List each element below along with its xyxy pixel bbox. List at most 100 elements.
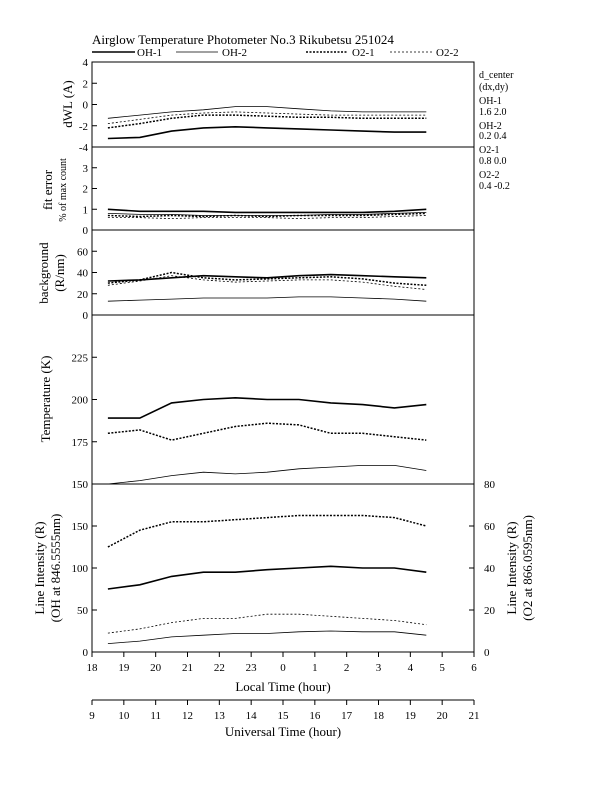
ut-xtick-label: 20 bbox=[437, 710, 449, 722]
fit-error-ytick-label: 3 bbox=[83, 163, 89, 175]
dwl-series-oh-1 bbox=[107, 125, 427, 140]
dwl-series-oh-2 bbox=[107, 106, 427, 119]
local-xtick-label: 23 bbox=[246, 662, 258, 674]
ut-xtick-label: 17 bbox=[341, 710, 353, 722]
o21-label: O2-1 bbox=[479, 145, 500, 156]
temperature-ytick-label: 175 bbox=[72, 437, 89, 449]
fit-error-ytick-label: 1 bbox=[83, 204, 89, 216]
dwl-panel-frame bbox=[91, 61, 475, 148]
ut-xtick-label: 10 bbox=[118, 710, 130, 722]
local-xtick-label: 6 bbox=[471, 662, 477, 674]
background-ytick-label: 0 bbox=[83, 310, 89, 322]
temperature-ytick-label: 200 bbox=[72, 395, 89, 407]
intensity-series-oh-2 bbox=[107, 630, 427, 644]
x-tick-layer: 18 9 19 10 20 11 21 12 22 13 23 14 0 15 1 16 2 17 3 18 4 19 5 2… bbox=[87, 652, 480, 722]
legend-label-o22: O2-2 bbox=[436, 47, 459, 59]
local-xtick-label: 0 bbox=[280, 662, 286, 674]
intensity-ytick-label: 0 bbox=[83, 647, 89, 659]
local-xtick-label: 4 bbox=[408, 662, 414, 674]
ut-xtick-label: 19 bbox=[405, 710, 417, 722]
local-xtick-label: 5 bbox=[439, 662, 445, 674]
figure-title: Airglow Temperature Photometer No.3 Riku… bbox=[92, 32, 394, 47]
temperature-series-o2-1 bbox=[107, 422, 427, 441]
intensity-right-ytick-label: 0 bbox=[484, 647, 490, 659]
oh1-value: 1.6 2.0 bbox=[479, 107, 507, 118]
intensity-ylabel2: (OH at 846.5555nm) bbox=[48, 514, 63, 623]
background-ylabel2: (R/nm) bbox=[52, 254, 67, 292]
dwl-series-o2-1 bbox=[107, 114, 427, 129]
background-ytick-label: 20 bbox=[77, 289, 89, 301]
o22-label: O2-2 bbox=[479, 170, 500, 181]
oh2-label: OH-2 bbox=[479, 121, 502, 132]
local-time-label: Local Time (hour) bbox=[235, 679, 330, 694]
oh2-value: 0.2 0.4 bbox=[479, 131, 507, 142]
universal-time-label: Universal Time (hour) bbox=[225, 724, 341, 739]
background-series-oh-1 bbox=[107, 273, 427, 282]
legend: OH-1 OH-2 O2-1 O2-2 bbox=[92, 47, 459, 59]
y-tick-layer: 420-2-4321060402002252001751501501005008… bbox=[72, 57, 496, 659]
intensity-right-ytick-label: 20 bbox=[484, 605, 496, 617]
temperature-ytick-label: 225 bbox=[72, 352, 89, 364]
local-xtick-label: 22 bbox=[214, 662, 225, 674]
temperature-ytick-label: 150 bbox=[72, 479, 89, 491]
dwl-ytick-label: -4 bbox=[79, 142, 89, 154]
local-xtick-label: 21 bbox=[182, 662, 193, 674]
intensity-right-ytick-label: 80 bbox=[484, 479, 496, 491]
temperature-ylabel: Temperature (K) bbox=[38, 356, 53, 443]
fit-error-series-o2-1 bbox=[107, 212, 427, 218]
dwl-ytick-label: 4 bbox=[83, 57, 89, 69]
ut-xtick-label: 14 bbox=[246, 710, 258, 722]
background-series-o2-2 bbox=[107, 275, 427, 290]
d-center-title: d_center bbox=[479, 70, 514, 81]
oh1-label: OH-1 bbox=[479, 96, 502, 107]
intensity-ylabel: Line Intensity (R) bbox=[32, 521, 47, 614]
fit-error-series-o2-2 bbox=[107, 215, 427, 220]
o21-value: 0.8 0.0 bbox=[479, 156, 507, 167]
ut-xtick-label: 9 bbox=[89, 710, 95, 722]
d-center-annotations: d_center (dx,dy) OH-1 1.6 2.0 OH-2 0.2 0… bbox=[479, 70, 514, 192]
legend-label-oh2: OH-2 bbox=[222, 47, 247, 59]
intensity-series-o2-2 bbox=[107, 613, 427, 634]
ut-xtick-label: 16 bbox=[309, 710, 321, 722]
background-ytick-label: 40 bbox=[77, 268, 89, 280]
local-xtick-label: 20 bbox=[150, 662, 162, 674]
local-xtick-label: 2 bbox=[344, 662, 350, 674]
fit-error-series-oh-1 bbox=[107, 208, 427, 214]
background-series-oh-2 bbox=[107, 296, 427, 302]
o22-value: 0.4 -0.2 bbox=[479, 181, 510, 192]
ut-xtick-label: 15 bbox=[278, 710, 290, 722]
series-layer bbox=[107, 106, 427, 644]
intensity-ytick-label: 150 bbox=[72, 521, 89, 533]
intensity-right-ytick-label: 40 bbox=[484, 563, 496, 575]
legend-label-oh1: OH-1 bbox=[137, 47, 162, 59]
ut-xtick-label: 13 bbox=[214, 710, 226, 722]
fit-error-series-oh-2 bbox=[107, 212, 427, 216]
fit-error-ylabel2: % of max count bbox=[58, 158, 69, 222]
ut-xtick-label: 11 bbox=[150, 710, 161, 722]
local-xtick-label: 19 bbox=[118, 662, 130, 674]
intensity-ytick-label: 50 bbox=[77, 605, 89, 617]
ut-xtick-label: 12 bbox=[182, 710, 193, 722]
intensity-right-ylabel2: (O2 at 866.0595nm) bbox=[520, 515, 535, 621]
fit-error-ytick-label: 2 bbox=[83, 184, 89, 196]
fit-error-ylabel: fit error bbox=[40, 169, 55, 210]
dwl-ytick-label: 0 bbox=[83, 100, 89, 112]
d-center-subtitle: (dx,dy) bbox=[479, 82, 508, 93]
intensity-series-oh-1 bbox=[107, 565, 427, 590]
dwl-ytick-label: 2 bbox=[83, 78, 89, 90]
local-xtick-label: 1 bbox=[312, 662, 318, 674]
intensity-series-o2-1 bbox=[107, 514, 427, 548]
dwl-ytick-label: -2 bbox=[79, 121, 88, 133]
local-xtick-label: 3 bbox=[376, 662, 382, 674]
ut-xtick-label: 21 bbox=[469, 710, 480, 722]
background-series-o2-1 bbox=[107, 271, 427, 287]
background-ylabel: background bbox=[36, 242, 51, 304]
background-panel-frame bbox=[91, 229, 475, 316]
intensity-ytick-label: 100 bbox=[72, 563, 89, 575]
intensity-right-ytick-label: 60 bbox=[484, 521, 496, 533]
temperature-series-oh-1 bbox=[107, 396, 427, 419]
ut-xtick-label: 18 bbox=[373, 710, 385, 722]
local-xtick-label: 18 bbox=[87, 662, 99, 674]
background-ytick-label: 60 bbox=[77, 246, 89, 258]
